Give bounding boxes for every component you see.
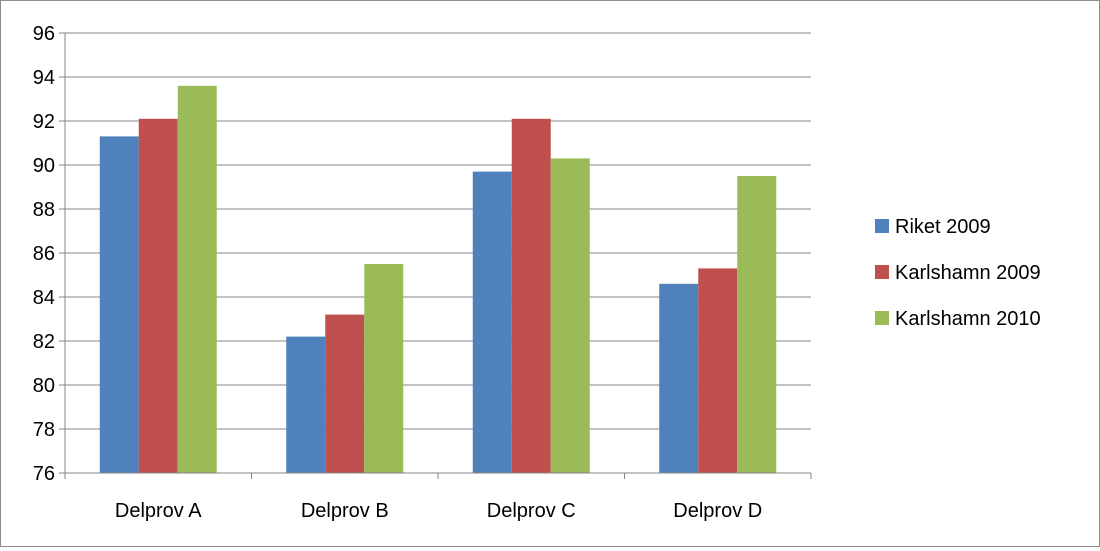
x-axis-category-labels: Delprov A Delprov B Delprov C Delprov D	[115, 500, 762, 522]
bar-1-1	[325, 314, 365, 473]
axes	[59, 32, 812, 479]
y-tick-label: 76	[33, 463, 55, 485]
legend-swatch	[875, 219, 889, 233]
y-tick-label: 88	[33, 199, 55, 221]
y-tick-label: 92	[33, 111, 55, 133]
x-category-label: Delprov B	[301, 500, 389, 522]
bar-0-1	[286, 336, 326, 473]
bar-1-0	[138, 118, 178, 474]
y-tick-label: 84	[33, 287, 55, 309]
y-axis-tick-labels: 76 78 80 82 84 86 88 90 92 94 96	[33, 23, 55, 485]
legend-swatch	[875, 265, 889, 279]
x-category-label: Delprov A	[115, 500, 202, 522]
legend-label: Riket 2009	[895, 216, 991, 238]
legend-label: Karlshamn 2009	[895, 262, 1041, 284]
x-category-label: Delprov D	[673, 500, 762, 522]
bar-2-1	[364, 264, 404, 473]
bar-0-3	[659, 283, 699, 473]
bar-0-0	[99, 136, 139, 473]
y-tick-label: 94	[33, 67, 55, 89]
y-tick-label: 82	[33, 331, 55, 353]
y-tick-label: 78	[33, 419, 55, 441]
bar-2-0	[177, 85, 217, 474]
y-tick-label: 90	[33, 155, 55, 177]
y-tick-label: 80	[33, 375, 55, 397]
y-tick-label: 86	[33, 243, 55, 265]
legend-label: Karlshamn 2010	[895, 308, 1041, 330]
legend: Riket 2009 Karlshamn 2009 Karlshamn 2010	[875, 216, 1041, 330]
bar-1-3	[698, 268, 738, 473]
bar-2-2	[550, 158, 590, 473]
y-tick-label: 96	[33, 23, 55, 45]
bar-1-2	[511, 118, 551, 474]
bars	[99, 85, 777, 474]
bar-0-2	[472, 171, 512, 473]
bar-2-3	[737, 176, 777, 473]
x-category-label: Delprov C	[487, 500, 576, 522]
legend-swatch	[875, 311, 889, 325]
